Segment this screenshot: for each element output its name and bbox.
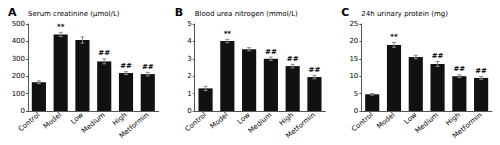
svg-text:2: 2 [187,72,191,80]
svg-text:Control: Control [350,111,375,133]
svg-text:0: 0 [21,107,25,115]
svg-text:High: High [278,111,295,127]
svg-text:Metformin: Metformin [451,111,484,140]
svg-text:Medium: Medium [80,111,107,135]
svg-text:Low: Low [403,111,419,126]
svg-text:25: 25 [349,20,358,28]
svg-text:Low: Low [69,111,85,126]
svg-text:Low: Low [236,111,252,126]
svg-text:B: B [175,6,183,19]
svg-text:5: 5 [354,90,358,98]
svg-text:##: ## [120,62,132,70]
svg-text:##: ## [265,48,277,56]
svg-text:**: ** [224,30,232,38]
svg-text:400: 400 [12,37,25,45]
svg-text:Model: Model [42,111,63,131]
svg-text:Blood urea nitrogen (mmol/L): Blood urea nitrogen (mmol/L) [195,10,298,18]
svg-text:##: ## [98,49,110,57]
svg-text:Control: Control [17,111,42,133]
svg-text:Medium: Medium [414,111,441,135]
svg-text:Model: Model [375,111,396,131]
svg-text:##: ## [432,52,444,60]
svg-text:##: ## [453,65,465,73]
svg-text:##: ## [309,66,321,74]
svg-text:High: High [111,111,128,127]
svg-text:##: ## [287,55,299,63]
svg-text:100: 100 [12,90,25,98]
svg-text:20: 20 [349,37,358,45]
svg-text:500: 500 [12,20,25,28]
svg-text:200: 200 [12,72,25,80]
svg-text:5: 5 [187,20,191,28]
svg-text:##: ## [142,63,154,71]
svg-text:4: 4 [187,37,192,45]
svg-text:Medium: Medium [247,111,274,135]
svg-text:0: 0 [354,107,358,115]
svg-text:15: 15 [349,55,358,63]
svg-text:##: ## [475,67,487,75]
svg-text:**: ** [57,23,65,31]
svg-text:Metformin: Metformin [118,111,151,140]
svg-text:Metformin: Metformin [284,111,317,140]
svg-text:High: High [444,111,461,127]
svg-text:300: 300 [12,55,25,63]
svg-text:A: A [8,6,17,19]
svg-text:1: 1 [187,90,191,98]
svg-text:10: 10 [349,72,358,80]
svg-text:**: ** [390,33,398,41]
svg-text:C: C [341,6,349,19]
svg-text:Model: Model [209,111,230,131]
svg-text:0: 0 [187,107,191,115]
svg-text:Control: Control [184,111,209,133]
svg-text:3: 3 [187,55,191,63]
svg-text:24h urinary protein (mg): 24h urinary protein (mg) [361,10,448,18]
svg-text:Serum creatinine (μmol/L): Serum creatinine (μmol/L) [28,10,120,18]
